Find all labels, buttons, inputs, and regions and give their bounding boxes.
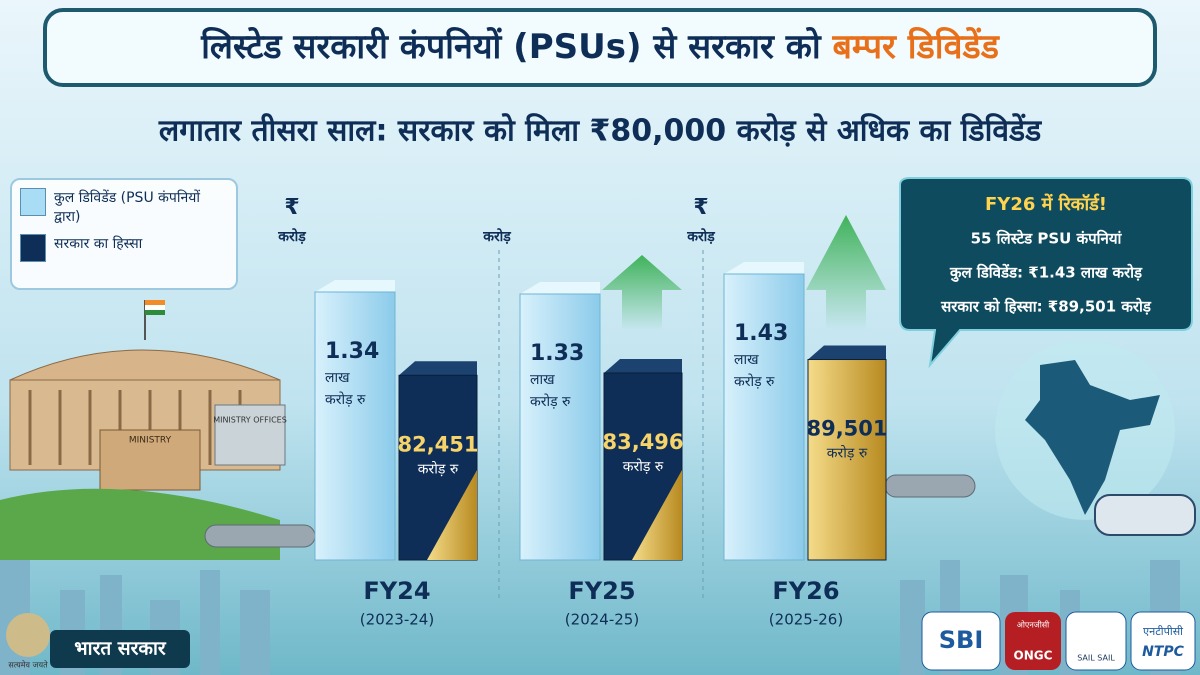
value-label: 1.43: [734, 321, 788, 346]
value-label: 83,496: [602, 430, 683, 454]
bar: [807, 359, 887, 561]
value-unit: लाख: [734, 352, 759, 368]
value-label: 1.34: [325, 339, 379, 364]
value-label: 1.33: [530, 341, 584, 366]
emblem: [6, 613, 50, 657]
bar-gold: [632, 470, 682, 560]
column-unit: ₹: [693, 195, 708, 220]
bar-top: [315, 280, 395, 292]
title-main: लिस्टेड सरकारी कंपनियों (PSUs) से सरकार …: [200, 26, 822, 67]
x-sub-label: (2024-25): [565, 611, 639, 629]
value-unit: करोड़ रु: [530, 393, 571, 410]
x-sub-label: (2025-26): [769, 611, 843, 629]
callout-heading: FY26 में रिकॉर्ड!: [985, 193, 1107, 215]
bar-top: [808, 345, 886, 360]
value-unit: करोड़ रु: [827, 445, 868, 462]
logo-sbi: SBI: [939, 626, 984, 654]
footer-badge: [50, 630, 190, 668]
column-unit: करोड़: [482, 228, 511, 245]
legend-item: कुल डिविडेंड (PSU कंपनियों द्वारा): [20, 188, 228, 226]
title-banner: [43, 8, 1157, 87]
parliament: [0, 300, 316, 560]
building-label: MINISTRY: [129, 436, 172, 446]
value-unit: लाख: [325, 370, 350, 386]
value-label: 89,501: [806, 417, 887, 441]
subtitle: लगातार तीसरा साल: सरकार को मिला ₹80,000 …: [158, 113, 1042, 149]
column-unit: करोड़: [277, 228, 306, 245]
growth-arrow: [806, 215, 886, 330]
x-tick-label: FY25: [568, 577, 635, 605]
bar: [314, 291, 396, 561]
logo-ntpc-hindi: एनटीपीसी: [1143, 625, 1183, 638]
legend-item: सरकार का हिस्सा: [20, 234, 228, 262]
callout-line: सरकार को हिस्सा: ₹89,501 करोड़: [940, 298, 1152, 316]
footer-text: भारत सरकार: [74, 638, 167, 660]
bar-top: [520, 282, 600, 294]
value-unit: लाख: [530, 372, 555, 388]
growth-arrow: [602, 255, 682, 330]
bar-top: [724, 262, 804, 274]
column-unit: करोड़: [686, 228, 715, 245]
bar-top: [399, 361, 477, 376]
callout-line: 55 लिस्टेड PSU कंपनियां: [971, 230, 1123, 248]
x-tick-label: FY26: [772, 577, 839, 605]
logo-ongc-hindi: ओएनजीसी: [1017, 620, 1050, 630]
value-unit: करोड़ रु: [623, 458, 664, 475]
logo-ntpc: NTPC: [1142, 644, 1185, 660]
x-tick-label: FY24: [363, 577, 430, 605]
building-label: MINISTRY OFFICES: [213, 416, 287, 425]
value-label: 82,451: [397, 432, 478, 456]
title-highlight: बम्पर डिविडेंड: [831, 26, 1000, 67]
column-unit: ₹: [284, 195, 299, 220]
legend-swatch: [20, 234, 46, 262]
value-unit: करोड़ रु: [734, 373, 775, 390]
legend: कुल डिविडेंड (PSU कंपनियों द्वारा) सरकार…: [10, 178, 238, 290]
logo-ongc: ONGC: [1014, 649, 1053, 663]
bar: [519, 293, 601, 561]
bar-gold: [427, 470, 477, 560]
legend-label: कुल डिविडेंड (PSU कंपनियों द्वारा): [54, 190, 200, 225]
emblem-motto: सत्यमेव जयते: [8, 660, 48, 670]
chart-title: लिस्टेड सरकारी कंपनियों (PSUs) से सरकार …: [200, 26, 1001, 67]
legend-label: सरकार का हिस्सा: [54, 236, 143, 252]
bar-top: [604, 358, 682, 373]
logos: [921, 611, 1196, 671]
x-sub-label: (2023-24): [360, 611, 434, 629]
india-map: [884, 340, 1196, 536]
value-unit: करोड़ रु: [418, 460, 459, 477]
callout-line: कुल डिविडेंड: ₹1.43 लाख करोड़: [949, 264, 1143, 283]
callout-box: [899, 177, 1193, 369]
legend-swatch: [20, 188, 46, 216]
bar: [723, 273, 805, 561]
logo-sail: SAIL SAIL: [1077, 654, 1115, 663]
value-unit: करोड़ रु: [325, 391, 366, 408]
